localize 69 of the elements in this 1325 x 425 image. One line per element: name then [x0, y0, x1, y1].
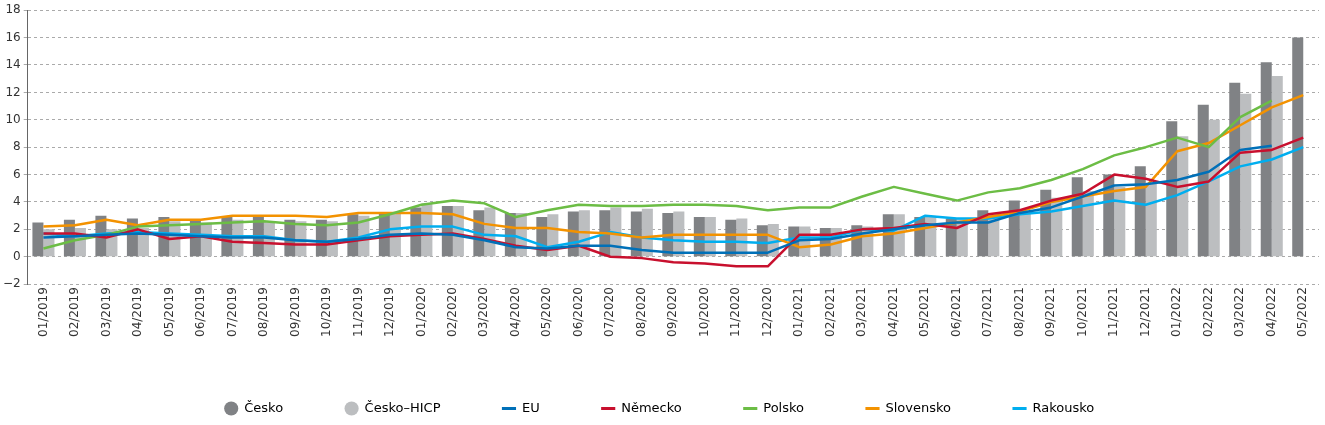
- x-tick-label: 02/2019: [67, 287, 82, 338]
- x-tick-label: 05/2021: [917, 287, 932, 338]
- x-tick-label: 03/2019: [98, 287, 113, 338]
- bar: [1229, 82, 1241, 257]
- y-tick-label: 2: [13, 221, 21, 236]
- x-tick-label: 06/2021: [948, 287, 963, 338]
- x-tick-label: 12/2021: [1137, 287, 1152, 338]
- x-tick-label: 05/2022: [1295, 287, 1310, 338]
- x-tick-label: 01/2020: [413, 287, 428, 338]
- x-tick-label: 08/2019: [256, 287, 271, 338]
- x-tick-label: 04/2020: [507, 287, 522, 338]
- x-tick-label: 02/2020: [445, 287, 459, 338]
- x-tick-label: 03/2022: [1232, 287, 1247, 338]
- x-tick-label: 02/2022: [1200, 287, 1215, 338]
- x-tick-label: 07/2021: [980, 287, 995, 338]
- bar: [1292, 37, 1304, 257]
- x-tick-label: 03/2021: [854, 287, 869, 338]
- bar: [1260, 62, 1272, 257]
- legend-label: Česko: [244, 399, 284, 415]
- bar: [1114, 186, 1126, 257]
- x-tick-label: 07/2019: [224, 287, 239, 338]
- bar: [1145, 182, 1157, 257]
- x-tick-label: 11/2020: [728, 287, 743, 338]
- y-tick-label: 6: [13, 166, 21, 181]
- x-tick-label: 11/2021: [1106, 287, 1121, 338]
- x-tick-label: 01/2022: [1169, 287, 1184, 338]
- x-tick-label: 09/2020: [665, 287, 680, 338]
- x-tick-label: 10/2020: [696, 287, 711, 338]
- y-tick-label: 16: [5, 29, 21, 44]
- legend-label: Česko–HICP: [364, 399, 441, 415]
- x-tick-label: 01/2019: [35, 287, 50, 338]
- x-tick-label: 04/2022: [1263, 287, 1278, 338]
- x-tick-label: 04/2019: [130, 287, 145, 338]
- y-tick-label: 10: [5, 111, 21, 126]
- bar: [1019, 212, 1031, 257]
- legend-label: EU: [521, 399, 540, 415]
- x-tick-label: 05/2019: [161, 287, 176, 338]
- x-tick-label: 12/2020: [759, 287, 774, 338]
- x-tick-label: 03/2020: [476, 287, 491, 338]
- y-tick-label: 12: [5, 84, 21, 99]
- x-tick-label: 12/2019: [382, 287, 397, 338]
- legend-label: Slovensko: [885, 399, 952, 415]
- x-tick-label: 10/2019: [319, 287, 334, 338]
- y-tick-label: 14: [5, 57, 21, 72]
- x-tick-label: 06/2020: [570, 287, 585, 338]
- bar: [32, 222, 44, 257]
- bar: [1197, 104, 1209, 257]
- x-tick-label: 09/2021: [1043, 287, 1058, 338]
- x-tick-label: 02/2021: [822, 287, 837, 338]
- y-tick-label: 0: [13, 248, 21, 263]
- x-tick-label: 10/2021: [1074, 287, 1089, 338]
- x-tick-label: 08/2020: [633, 287, 648, 338]
- legend-label: Polsko: [763, 399, 805, 415]
- y-tick-label: 8: [13, 139, 21, 154]
- legend-label: Německo: [621, 399, 682, 415]
- x-tick-label: 01/2021: [791, 287, 806, 338]
- x-tick-label: 05/2020: [539, 287, 554, 338]
- legend-label: Rakousko: [1032, 399, 1095, 415]
- x-tick-label: 04/2021: [885, 287, 900, 338]
- x-tick-label: 07/2020: [602, 287, 617, 338]
- x-tick-label: 06/2019: [193, 287, 208, 338]
- y-tick-label: 4: [13, 194, 21, 209]
- y-tick-label: 18: [5, 2, 21, 17]
- bar: [1208, 119, 1220, 257]
- y-tick-label: −2: [2, 276, 21, 291]
- x-tick-label: 09/2019: [287, 287, 302, 338]
- bar: [1271, 75, 1283, 257]
- x-tick-label: 11/2019: [350, 287, 365, 338]
- x-tick-label: 08/2021: [1011, 287, 1026, 338]
